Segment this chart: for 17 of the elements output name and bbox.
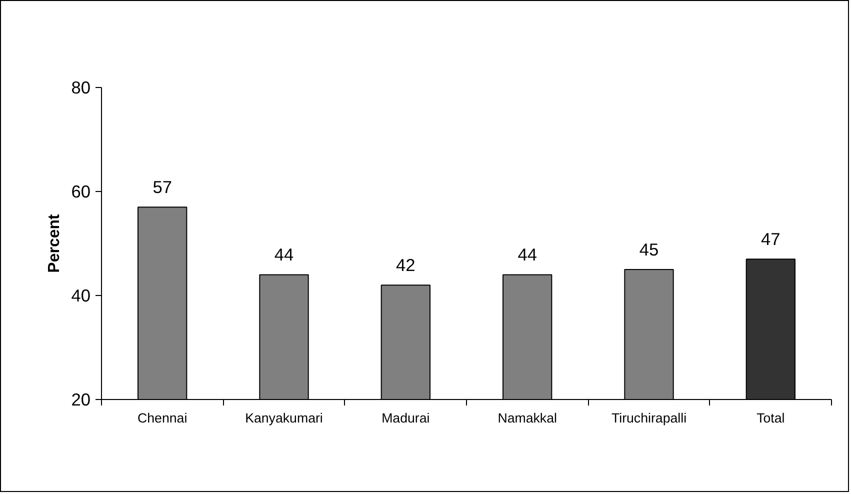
data-label: 57: [152, 177, 172, 198]
y-tick-label: 60: [71, 182, 91, 202]
y-tick-label: 20: [71, 390, 91, 410]
data-label: 44: [274, 244, 294, 265]
x-tick-label: Madurai: [382, 410, 430, 426]
data-label: 47: [761, 229, 780, 250]
x-tick-label: Tiruchirapalli: [611, 410, 687, 426]
y-axis-title: Percent: [46, 213, 64, 273]
data-label: 42: [396, 255, 416, 276]
x-tick-label: Total: [756, 410, 785, 426]
y-tick-label: 80: [71, 78, 91, 98]
data-label: 44: [518, 244, 538, 265]
x-tick-label: Namakkal: [498, 410, 557, 426]
x-tick-label: Kanyakumari: [245, 410, 323, 426]
data-label: 45: [639, 240, 659, 260]
y-tick-label: 40: [71, 286, 91, 306]
x-tick-label: Chennai: [138, 410, 188, 426]
